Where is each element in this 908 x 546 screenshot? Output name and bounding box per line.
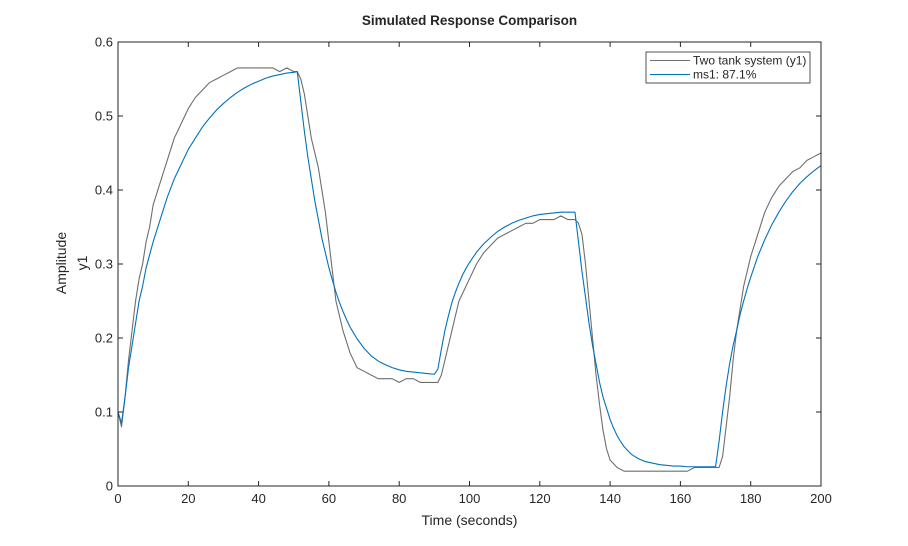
x-tick-label: 0 — [114, 491, 121, 506]
x-tick-label: 60 — [322, 491, 336, 506]
x-tick-label: 200 — [810, 491, 832, 506]
series-layer — [117, 67, 822, 472]
x-tick-label: 140 — [599, 491, 621, 506]
x-tick-label: 100 — [459, 491, 481, 506]
x-tick-label: 40 — [251, 491, 265, 506]
x-axis-ticks: 0 20 40 60 80 100 120 140 160 180 200 — [114, 42, 832, 506]
y-axis-label: Amplitude — [53, 232, 69, 294]
series-line-ms1[interactable] — [117, 71, 822, 468]
x-tick-label: 120 — [529, 491, 551, 506]
y-tick-label: 0 — [106, 479, 113, 494]
x-tick-label: 20 — [181, 491, 195, 506]
x-tick-label: 80 — [392, 491, 406, 506]
series-line-two-tank-system[interactable] — [117, 67, 822, 472]
y-tick-label: 0.3 — [95, 257, 113, 272]
x-axis-label: Time (seconds) — [422, 512, 518, 528]
y-tick-label: 0.6 — [95, 35, 113, 50]
y-axis-ticks: 0 0.1 0.2 0.3 0.4 0.5 0.6 — [95, 35, 821, 494]
y-tick-label: 0.1 — [95, 405, 113, 420]
legend-label-two-tank-system: Two tank system (y1) — [693, 54, 806, 68]
x-tick-label: 160 — [670, 491, 692, 506]
legend-box — [645, 51, 811, 84]
y-tick-label: 0.5 — [95, 109, 113, 124]
legend[interactable]: Two tank system (y1) ms1: 87.1% — [645, 51, 811, 84]
legend-label-ms1: ms1: 87.1% — [693, 68, 757, 82]
y-tick-label: 0.2 — [95, 331, 113, 346]
y-tick-label: 0.4 — [95, 183, 113, 198]
x-tick-label: 180 — [740, 491, 762, 506]
chart-title: Simulated Response Comparison — [362, 13, 577, 28]
plot-area[interactable] — [118, 42, 821, 486]
axes-box — [117, 41, 822, 487]
y-axis-channel-label: y1 — [74, 255, 90, 270]
